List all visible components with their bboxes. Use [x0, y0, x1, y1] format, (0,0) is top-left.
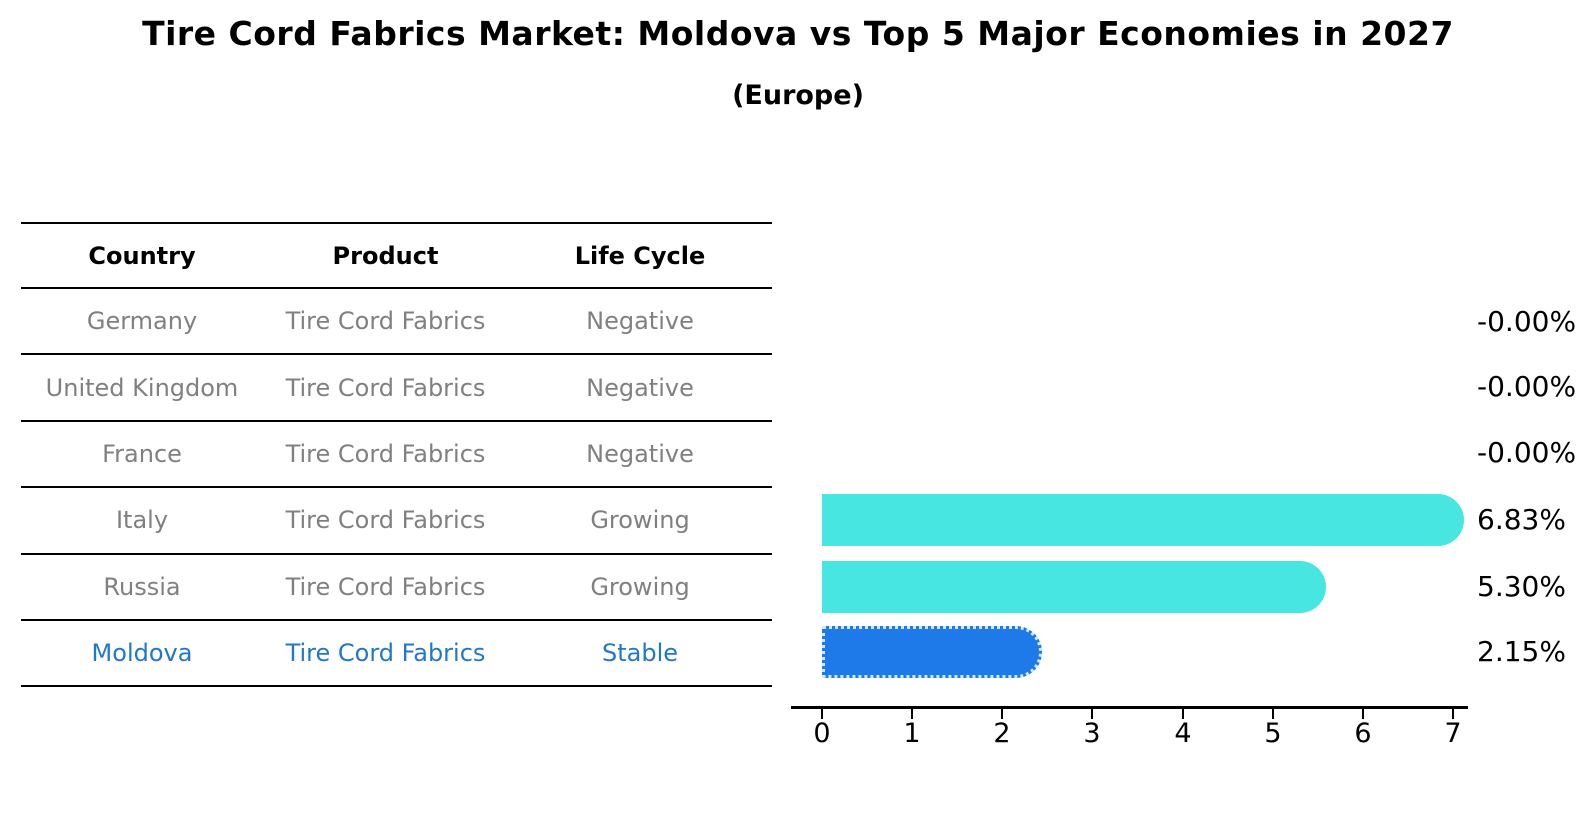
value-label-germany: -0.00%	[1477, 305, 1577, 338]
cell-lifecycle: Growing	[590, 506, 690, 535]
x-tick-0	[821, 709, 823, 719]
cell-product: Tire Cord Fabrics	[285, 572, 486, 601]
table-header-lifecycle: Life Cycle	[574, 241, 706, 270]
x-tick-7	[1452, 709, 1454, 719]
table-header-row: Country Product Life Cycle	[21, 222, 772, 289]
table-row-germany: Germany Tire Cord Fabrics Negative	[21, 289, 772, 356]
table-header-country: Country	[88, 241, 196, 270]
x-tick-label-5: 5	[1264, 718, 1282, 749]
table-row-italy: Italy Tire Cord Fabrics Growing	[21, 488, 772, 555]
chart-title: Tire Cord Fabrics Market: Moldova vs Top…	[142, 14, 1454, 53]
cell-lifecycle: Negative	[586, 373, 694, 402]
table-row-united-kingdom: United Kingdom Tire Cord Fabrics Negativ…	[21, 355, 772, 422]
bar-moldova	[822, 626, 1042, 678]
x-tick-5	[1272, 709, 1274, 719]
cell-country: Germany	[86, 307, 198, 336]
cell-product: Tire Cord Fabrics	[285, 373, 486, 402]
x-tick-label-4: 4	[1174, 718, 1192, 749]
cell-product: Tire Cord Fabrics	[285, 439, 486, 468]
x-tick-label-2: 2	[993, 718, 1011, 749]
value-label-moldova: 2.15%	[1477, 635, 1566, 668]
value-label-italy: 6.83%	[1477, 503, 1566, 536]
cell-country: Italy	[115, 506, 169, 535]
x-tick-label-6: 6	[1354, 718, 1372, 749]
cell-lifecycle: Negative	[586, 307, 694, 336]
x-tick-3	[1091, 709, 1093, 719]
x-tick-2	[1001, 709, 1003, 719]
cell-country: Russia	[103, 572, 181, 601]
cell-product: Tire Cord Fabrics	[285, 506, 486, 535]
chart-subtitle: (Europe)	[732, 80, 864, 111]
table-row-russia: Russia Tire Cord Fabrics Growing	[21, 555, 772, 621]
x-tick-4	[1182, 709, 1184, 719]
cell-country: France	[102, 439, 182, 468]
x-tick-label-0: 0	[813, 718, 831, 749]
x-tick-6	[1362, 709, 1364, 719]
cell-product: Tire Cord Fabrics	[285, 307, 486, 336]
cell-lifecycle: Growing	[590, 572, 690, 601]
table-row-moldova: Moldova Tire Cord Fabrics Stable	[21, 621, 772, 688]
x-tick-label-3: 3	[1083, 718, 1101, 749]
x-tick-label-1: 1	[903, 718, 921, 749]
value-label-france: -0.00%	[1477, 436, 1577, 469]
cell-country: United Kingdom	[45, 373, 239, 402]
country-table: Country Product Life Cycle Germany Tire …	[21, 222, 772, 688]
x-tick-1	[911, 709, 913, 719]
cell-product: Tire Cord Fabrics	[285, 639, 486, 668]
value-label-united-kingdom: -0.00%	[1477, 370, 1577, 403]
value-label-russia: 5.30%	[1477, 570, 1566, 603]
table-row-france: France Tire Cord Fabrics Negative	[21, 422, 772, 489]
table-header-product: Product	[332, 241, 439, 270]
x-tick-label-7: 7	[1444, 718, 1462, 749]
bar-italy	[822, 494, 1464, 546]
cell-country: Moldova	[91, 639, 193, 668]
bar-russia	[822, 561, 1326, 613]
x-axis-line	[791, 706, 1468, 709]
cell-lifecycle: Stable	[601, 639, 679, 668]
cell-lifecycle: Negative	[586, 439, 694, 468]
